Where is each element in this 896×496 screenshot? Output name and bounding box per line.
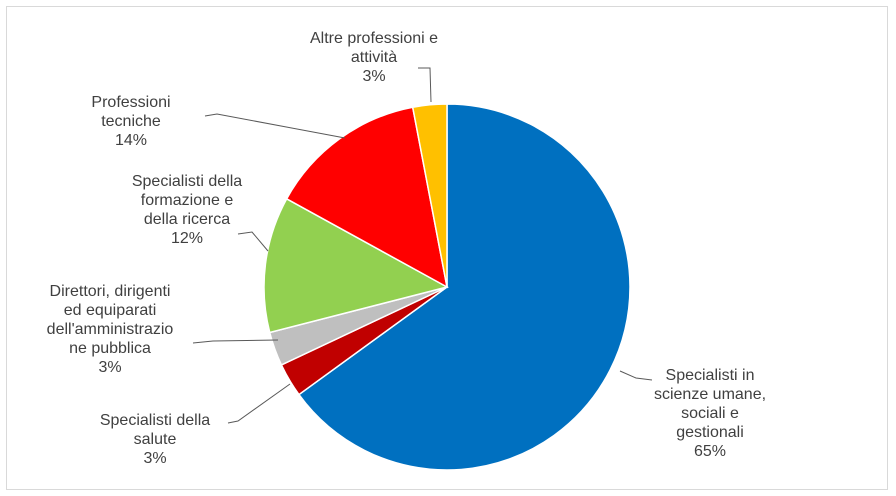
data-label-2-line-0: Direttori, dirigenti [49, 283, 171, 300]
pie-slice-3 [263, 197, 450, 334]
data-label-1: Specialisti della salute 3% [60, 411, 250, 468]
pie-slice-5 [411, 103, 448, 288]
data-label-2-percent: 3% [98, 359, 122, 376]
data-label-4-percent: 14% [114, 132, 148, 149]
data-label-4-line-0: Professioni [91, 94, 171, 111]
data-label-2-line-3: ne pubblica [69, 340, 151, 357]
data-label-0-percent: 65% [693, 443, 727, 460]
leader-line-3 [237, 231, 269, 252]
data-label-0: Specialisti in scienze umane, sociali e ges… [615, 366, 805, 461]
leader-line-2 [192, 339, 279, 344]
data-label-3-line-1: formazione e [140, 192, 234, 209]
pie-slice-4 [285, 106, 449, 289]
data-label-0-line-0: Specialisti in [665, 367, 755, 384]
data-label-2-line-1: ed equiparati [63, 302, 157, 319]
data-label-3-line-2: della ricerca [143, 211, 231, 228]
leader-line-1 [227, 383, 291, 424]
data-label-3-percent: 12% [170, 230, 204, 247]
pie-slice-0 [297, 103, 631, 471]
data-label-3: Specialisti della formazione e della ricer… [92, 172, 282, 248]
data-label-5-percent: 3% [362, 68, 386, 85]
leader-line-0 [619, 370, 653, 381]
data-label-5: Altre professioni e attività 3% [279, 29, 469, 86]
data-label-5-line-1: attività [350, 49, 398, 66]
data-label-5-line-0: Altre professioni e [309, 30, 439, 47]
data-label-4-line-1: tecniche [101, 113, 161, 130]
data-label-2-line-2: dell'amministrazio [46, 321, 174, 338]
data-label-0-line-1: scienze umane, [653, 386, 767, 403]
data-label-0-line-2: sociali e [681, 405, 739, 422]
leader-line-5 [418, 67, 432, 103]
data-label-1-line-1: salute [133, 431, 177, 448]
data-label-1-line-0: Specialisti della [99, 412, 211, 429]
data-label-0-line-3: gestionali [676, 424, 744, 441]
leader-line-4 [204, 113, 346, 139]
data-label-2: Direttori, dirigenti ed equiparati dell'am… [15, 282, 205, 377]
data-label-4: Professioni tecniche 14% [36, 93, 226, 150]
data-label-3-line-0: Specialisti della [131, 173, 243, 190]
data-label-1-percent: 3% [143, 450, 167, 467]
